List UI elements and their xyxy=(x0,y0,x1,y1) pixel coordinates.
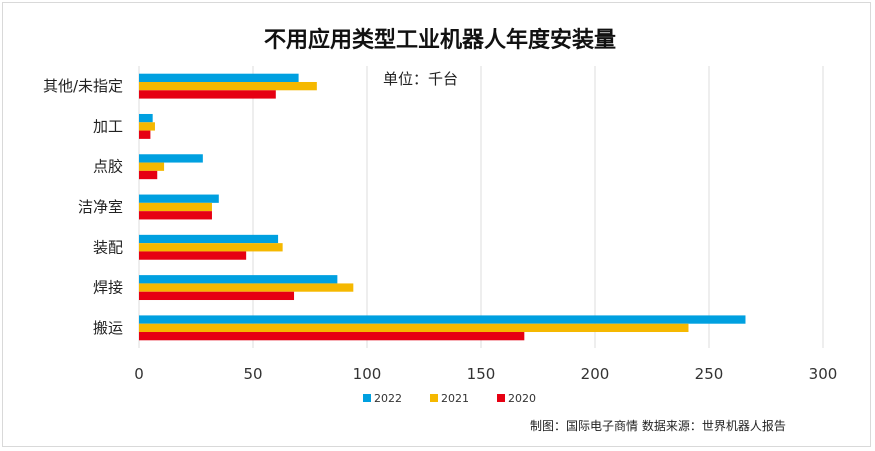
bar-2022-2 xyxy=(139,154,203,163)
category-label: 焊接 xyxy=(93,279,123,297)
x-tick-label: 100 xyxy=(353,365,382,383)
bar-2020-2 xyxy=(139,170,158,180)
legend-swatch-2020 xyxy=(497,394,505,402)
x-tick-label: 150 xyxy=(467,365,496,383)
bar-2020-3 xyxy=(139,211,212,220)
grid-lines xyxy=(138,66,824,348)
bars xyxy=(139,73,746,341)
bar-2020-1 xyxy=(139,130,151,139)
category-label: 洁净室 xyxy=(78,198,123,216)
category-label: 点胶 xyxy=(93,158,123,176)
bar-2021-4 xyxy=(139,243,283,252)
category-label: 搬运 xyxy=(93,319,123,337)
bar-2020-5 xyxy=(139,291,295,301)
bar-2021-1 xyxy=(139,122,155,131)
x-tick-label: 250 xyxy=(695,365,724,383)
bar-2022-0 xyxy=(139,73,299,82)
legend-label-2022: 2022 xyxy=(374,392,402,405)
chart-title: 不用应用类型工业机器人年度安装量 xyxy=(264,27,616,53)
x-tick-label: 300 xyxy=(809,365,838,383)
category-label: 其他/未指定 xyxy=(43,77,123,95)
bar-2021-2 xyxy=(139,162,165,171)
category-label: 装配 xyxy=(93,238,123,256)
x-tick-labels: 0 50 100 150 200 250 300 xyxy=(134,365,837,383)
bar-2022-5 xyxy=(139,275,338,284)
x-tick-label: 50 xyxy=(243,365,262,383)
bar-2022-3 xyxy=(139,194,219,203)
bar-2022-6 xyxy=(139,315,746,324)
bar-2021-0 xyxy=(139,81,317,91)
source-note: 制图：国际电子商情 数据来源：世界机器人报告 xyxy=(530,418,786,433)
bar-2020-4 xyxy=(139,251,247,260)
bar-2021-5 xyxy=(139,283,354,292)
legend-label-2021: 2021 xyxy=(441,392,469,405)
bar-2020-0 xyxy=(139,90,276,99)
bar-2021-6 xyxy=(139,323,689,333)
legend-swatch-2021 xyxy=(430,394,438,402)
x-tick-label: 200 xyxy=(581,365,610,383)
legend-swatch-2022 xyxy=(363,394,371,402)
legend: 2022 2021 2020 xyxy=(363,392,536,405)
legend-label-2020: 2020 xyxy=(508,392,536,405)
x-tick-label: 0 xyxy=(134,365,144,383)
unit-label: 单位：千台 xyxy=(383,70,458,88)
category-label: 加工 xyxy=(93,117,123,135)
bar-2022-4 xyxy=(139,234,279,244)
bar-2022-1 xyxy=(139,113,153,123)
bar-2020-6 xyxy=(139,332,525,341)
bar-2021-3 xyxy=(139,202,212,212)
